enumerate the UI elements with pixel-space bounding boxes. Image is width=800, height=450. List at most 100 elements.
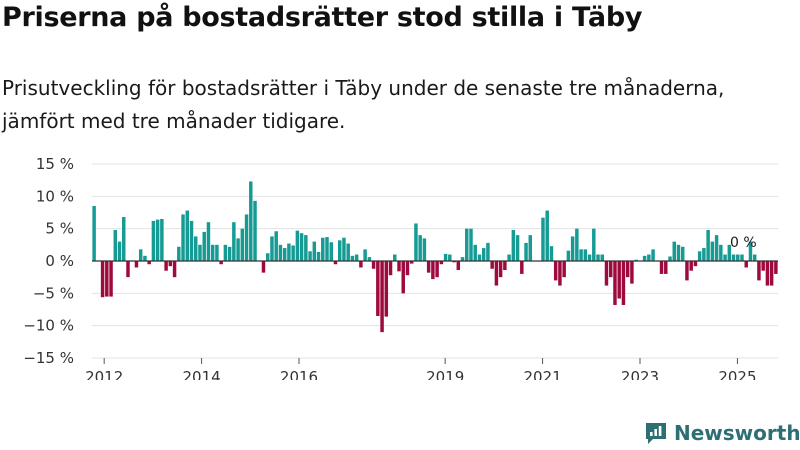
bar xyxy=(202,231,206,261)
bar xyxy=(460,257,465,261)
bar xyxy=(100,261,105,298)
bar xyxy=(232,222,236,261)
bar xyxy=(346,243,350,261)
bar xyxy=(304,235,308,261)
bar xyxy=(604,261,609,286)
bar xyxy=(621,261,626,305)
bar xyxy=(625,261,630,278)
bar xyxy=(244,214,249,261)
bar xyxy=(689,261,693,271)
bar xyxy=(528,235,533,261)
bar xyxy=(321,237,325,261)
bar xyxy=(168,261,173,267)
x-tick-label: 2021 xyxy=(523,368,561,380)
bar xyxy=(236,238,240,261)
bar xyxy=(181,214,185,261)
bar xyxy=(371,261,376,269)
bar xyxy=(414,223,418,261)
y-tick-label: 0 % xyxy=(45,252,74,270)
bar xyxy=(354,254,359,261)
bar xyxy=(549,246,554,261)
bar xyxy=(223,244,228,261)
bar xyxy=(740,254,744,261)
bar xyxy=(748,241,753,261)
bar xyxy=(520,261,524,274)
bar xyxy=(418,235,422,261)
bar xyxy=(676,244,681,261)
bar xyxy=(697,251,702,261)
bar xyxy=(486,242,490,261)
bar xyxy=(426,261,431,273)
bar xyxy=(562,261,566,278)
bar xyxy=(596,254,600,261)
bar xyxy=(105,261,109,297)
bar xyxy=(287,243,291,261)
bar xyxy=(469,228,473,261)
bar xyxy=(278,244,283,261)
bar xyxy=(359,261,363,268)
bar xyxy=(160,218,164,261)
bar xyxy=(143,255,147,261)
bar xyxy=(727,244,732,261)
bar xyxy=(769,261,774,286)
bar xyxy=(431,261,435,280)
bar xyxy=(481,248,486,261)
bar xyxy=(380,261,384,333)
bar xyxy=(503,261,507,271)
bar xyxy=(456,261,461,271)
bar xyxy=(757,261,761,281)
bar xyxy=(515,235,520,261)
bar xyxy=(448,254,452,261)
bar xyxy=(736,254,740,261)
bar xyxy=(714,235,719,261)
bar xyxy=(672,241,676,261)
bar xyxy=(122,217,126,261)
y-tick-label: −5 % xyxy=(33,284,74,302)
bar xyxy=(494,261,499,286)
bar xyxy=(117,241,122,261)
bar xyxy=(92,206,96,261)
bar xyxy=(566,250,571,261)
bar xyxy=(511,229,516,261)
bar xyxy=(541,217,545,261)
bar xyxy=(659,261,664,274)
bar xyxy=(172,261,177,278)
x-tick-label: 2012 xyxy=(85,368,123,380)
bar xyxy=(376,261,380,316)
bar xyxy=(299,233,304,261)
y-tick-label: 5 % xyxy=(45,220,74,238)
bar xyxy=(384,261,389,317)
x-tick-label: 2023 xyxy=(621,368,659,380)
bar xyxy=(443,253,448,261)
bar xyxy=(630,261,634,284)
bar xyxy=(126,261,130,278)
bar xyxy=(490,261,494,269)
bar xyxy=(113,229,118,261)
y-tick-label: −15 % xyxy=(23,349,74,367)
bar xyxy=(583,249,588,261)
bar xyxy=(164,261,168,271)
brand-logo: Newsworthy xyxy=(644,420,800,446)
bar xyxy=(710,241,715,261)
bar xyxy=(642,255,647,261)
bar xyxy=(397,261,401,272)
bar xyxy=(545,210,549,261)
bar xyxy=(477,254,482,261)
bar xyxy=(613,261,617,305)
last-value-label: 0 % xyxy=(730,235,757,251)
x-tick-label: 2014 xyxy=(183,368,221,380)
bar xyxy=(587,254,592,261)
bar xyxy=(575,228,579,261)
bar xyxy=(422,238,427,261)
bar xyxy=(295,230,300,261)
bar xyxy=(109,261,113,297)
bar xyxy=(498,261,503,278)
bar xyxy=(435,261,439,278)
chart-title: Priserna på bostadsrätter stod stilla i … xyxy=(2,2,643,33)
bar xyxy=(291,245,295,261)
bar xyxy=(507,254,511,261)
bar xyxy=(401,261,405,294)
bar xyxy=(270,236,274,261)
x-tick-label: 2016 xyxy=(280,368,318,380)
y-tick-label: 10 % xyxy=(36,187,74,205)
